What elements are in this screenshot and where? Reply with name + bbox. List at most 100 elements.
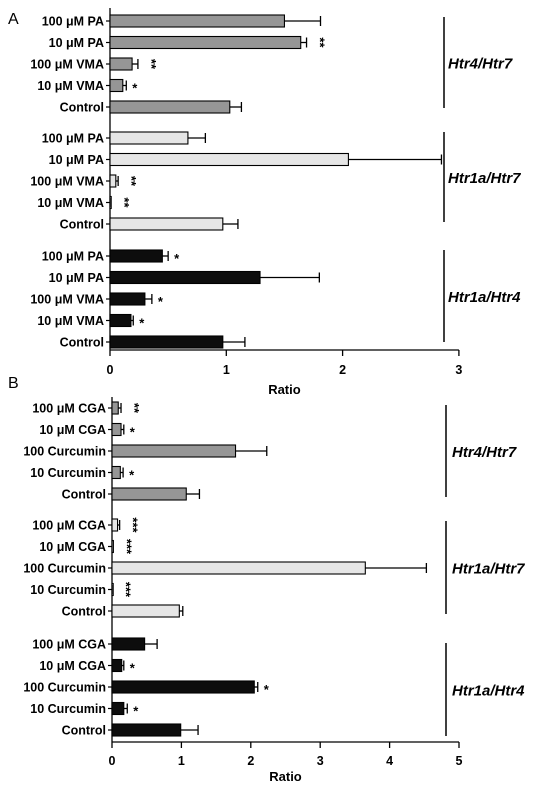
x-tick-label: 1 bbox=[178, 754, 185, 768]
category-label: 100 μM CGA bbox=[32, 519, 106, 533]
significance-marker: * bbox=[129, 468, 135, 483]
x-tick-label: 0 bbox=[107, 363, 114, 377]
bar bbox=[111, 487, 187, 501]
group-label: Htr4/Htr7 bbox=[448, 56, 513, 73]
bar bbox=[109, 14, 285, 28]
bar bbox=[111, 518, 119, 532]
category-label: 10 μM VMA bbox=[37, 79, 104, 93]
significance-marker: * bbox=[264, 682, 270, 697]
significance-marker: ** bbox=[117, 197, 132, 208]
category-label: 100 μM VMA bbox=[30, 293, 104, 307]
group-label: Htr1a/Htr4 bbox=[448, 289, 521, 306]
category-label: 100 Curcumin bbox=[23, 681, 106, 695]
bar bbox=[111, 444, 237, 458]
significance-marker: * bbox=[133, 704, 139, 719]
group-label: Htr1a/Htr7 bbox=[448, 170, 521, 187]
category-label: Control bbox=[62, 488, 106, 502]
bar bbox=[111, 680, 255, 694]
significance-marker: ** bbox=[127, 403, 142, 414]
category-label: 10 μM CGA bbox=[39, 659, 106, 673]
x-tick-label: 3 bbox=[455, 363, 462, 377]
bar bbox=[111, 658, 123, 673]
significance-marker: *** bbox=[126, 517, 141, 533]
significance-marker: ** bbox=[124, 176, 139, 187]
significance-marker: *** bbox=[119, 582, 134, 598]
category-label: 100 Curcumin bbox=[23, 562, 106, 576]
category-label: 10 Curcumin bbox=[30, 583, 106, 597]
bar bbox=[109, 313, 132, 328]
category-label: 100 μM VMA bbox=[30, 175, 104, 189]
bar bbox=[109, 35, 302, 50]
bar bbox=[111, 401, 119, 415]
bar-group: 100 μM CGA *** 10 μM CGA *** 100 Curcumin 10 … bbox=[23, 517, 428, 619]
significance-marker: * bbox=[139, 316, 145, 331]
bar bbox=[111, 582, 114, 597]
bar-group: 100 μM CGA 10 μM CGA * 100 Curcumin * 10 Curc… bbox=[23, 637, 270, 738]
significance-marker: * bbox=[130, 661, 136, 676]
bar bbox=[109, 131, 189, 145]
category-label: Control bbox=[60, 218, 104, 232]
x-tick-label: 4 bbox=[386, 754, 393, 768]
category-label: 10 Curcumin bbox=[30, 702, 106, 716]
group-label: Htr1a/Htr4 bbox=[452, 683, 525, 700]
bar bbox=[111, 701, 125, 716]
x-axis-label: Ratio bbox=[269, 769, 302, 784]
bar bbox=[109, 100, 231, 114]
category-label: Control bbox=[60, 101, 104, 115]
bar bbox=[109, 270, 261, 285]
category-label: 100 μM CGA bbox=[32, 402, 106, 416]
significance-marker: ** bbox=[144, 59, 159, 70]
bar bbox=[111, 604, 180, 618]
bar bbox=[109, 249, 163, 263]
category-label: 10 μM CGA bbox=[39, 540, 106, 554]
group-label: Htr1a/Htr7 bbox=[452, 561, 525, 578]
bar bbox=[111, 539, 114, 554]
category-label: 100 Curcumin bbox=[23, 445, 106, 459]
bar-group: 100 μM CGA ** 10 μM CGA * 100 Curcumin 10 Cur… bbox=[23, 401, 268, 502]
category-label: 10 μM VMA bbox=[37, 196, 104, 210]
x-tick-label: 2 bbox=[339, 363, 346, 377]
group-label: Htr4/Htr7 bbox=[452, 444, 517, 461]
category-label: 10 Curcumin bbox=[30, 466, 106, 480]
x-tick-label: 3 bbox=[317, 754, 324, 768]
bar bbox=[111, 465, 121, 480]
bar bbox=[109, 217, 224, 231]
category-label: 100 μM VMA bbox=[30, 58, 104, 72]
category-label: Control bbox=[62, 605, 106, 619]
bar bbox=[109, 195, 112, 210]
bar-group: 100 μM PA 10 μM PA 100 μM VMA ** 10 μM VMA **… bbox=[30, 131, 443, 232]
x-tick-label: 5 bbox=[456, 754, 463, 768]
category-label: 10 μM PA bbox=[49, 153, 104, 167]
bar bbox=[109, 174, 117, 188]
significance-marker: * bbox=[130, 425, 136, 440]
category-label: 10 μM PA bbox=[49, 36, 104, 50]
category-label: 100 μM PA bbox=[42, 132, 104, 146]
x-tick-label: 0 bbox=[109, 754, 116, 768]
significance-marker: * bbox=[158, 294, 164, 309]
bar bbox=[109, 152, 349, 167]
bar bbox=[111, 723, 182, 737]
significance-marker: ** bbox=[313, 37, 328, 48]
x-tick-label: 2 bbox=[247, 754, 254, 768]
category-label: 100 μM PA bbox=[42, 250, 104, 264]
category-label: 100 μM PA bbox=[42, 15, 104, 29]
category-label: 10 μM CGA bbox=[39, 423, 106, 437]
significance-marker: * bbox=[174, 251, 180, 266]
bar-group: 100 μM PA 10 μM PA ** 100 μM VMA ** 10 μM VMA… bbox=[30, 14, 328, 115]
category-label: Control bbox=[60, 336, 104, 350]
bar bbox=[109, 57, 133, 71]
bar bbox=[111, 561, 366, 575]
bar bbox=[111, 637, 146, 651]
bar bbox=[109, 292, 146, 306]
bar bbox=[109, 335, 224, 349]
panel-letter: A bbox=[8, 11, 19, 28]
category-label: 100 μM CGA bbox=[32, 638, 106, 652]
panel-letter: B bbox=[8, 375, 19, 392]
x-tick-label: 1 bbox=[223, 363, 230, 377]
bar bbox=[111, 422, 122, 437]
x-axis-label: Ratio bbox=[268, 382, 301, 397]
category-label: 10 μM PA bbox=[49, 271, 104, 285]
